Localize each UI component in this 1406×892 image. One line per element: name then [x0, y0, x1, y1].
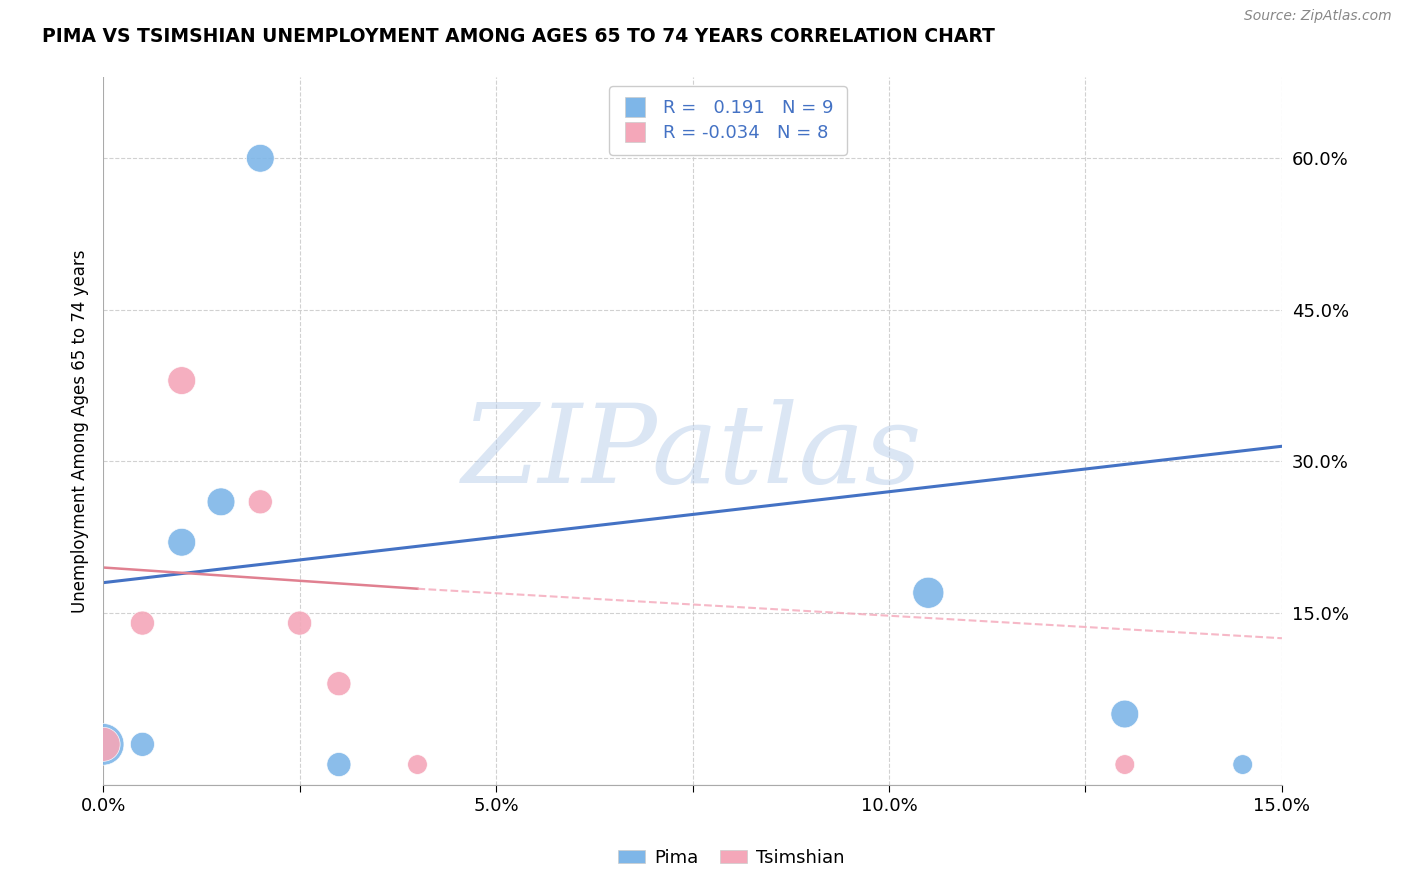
Legend: Pima, Tsimshian: Pima, Tsimshian	[610, 842, 852, 874]
Point	[1114, 757, 1136, 772]
Point	[328, 676, 350, 690]
Point	[1232, 757, 1254, 772]
Point	[249, 495, 271, 509]
Point	[131, 737, 153, 751]
Point	[288, 616, 311, 631]
Point	[328, 757, 350, 772]
Point	[131, 616, 153, 631]
Text: ZIPatlas: ZIPatlas	[463, 399, 922, 506]
Point	[1114, 706, 1136, 721]
Point	[209, 495, 232, 509]
Legend: R =   0.191   N = 9, R = -0.034   N = 8: R = 0.191 N = 9, R = -0.034 N = 8	[609, 87, 846, 155]
Point	[170, 535, 193, 549]
Y-axis label: Unemployment Among Ages 65 to 74 years: Unemployment Among Ages 65 to 74 years	[72, 250, 89, 613]
Point	[91, 737, 114, 751]
Text: Source: ZipAtlas.com: Source: ZipAtlas.com	[1244, 9, 1392, 23]
Text: PIMA VS TSIMSHIAN UNEMPLOYMENT AMONG AGES 65 TO 74 YEARS CORRELATION CHART: PIMA VS TSIMSHIAN UNEMPLOYMENT AMONG AGE…	[42, 27, 995, 45]
Point	[170, 374, 193, 388]
Point	[406, 757, 429, 772]
Point	[249, 151, 271, 165]
Point	[91, 737, 114, 751]
Point	[917, 586, 939, 600]
